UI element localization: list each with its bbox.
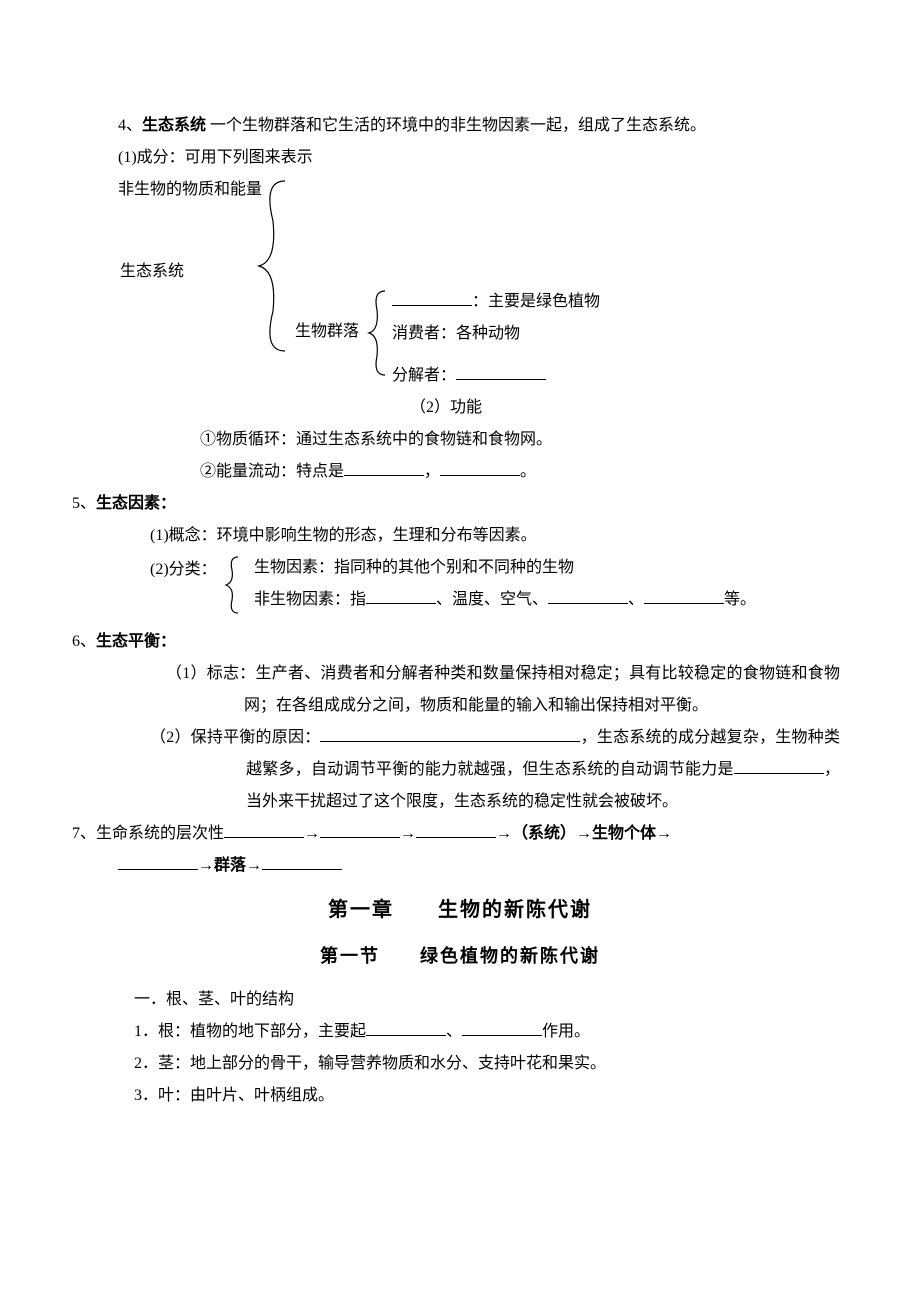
func-title: （2）功能 — [70, 392, 850, 424]
partA-l1: 1．根：植物的地下部分，主要起 、 作用。 — [70, 1016, 850, 1048]
title: 生态系统 — [142, 117, 206, 134]
section7: 7、生命系统的层次性→→→（系统）→生物个体→ — [70, 818, 850, 850]
biotic: 生物因素：指同种的其他个别和不同种的生物 — [254, 552, 574, 584]
decomposer: 分解者： — [392, 367, 456, 384]
brace-icon — [224, 554, 242, 616]
abiotic-row: 非生物因素：指 、温度、空气、 、 等。 — [254, 584, 756, 616]
end: 等。 — [724, 591, 756, 608]
sep: 、 — [446, 1023, 462, 1040]
blank — [344, 457, 424, 476]
num: 5、 — [72, 495, 96, 512]
blank — [118, 851, 198, 870]
mid: 、温度、空气、 — [436, 591, 548, 608]
section6-p2: （2）保持平衡的原因：，生态系统的成分越复杂，生物种类越繁多，自动调节平衡的能力… — [70, 722, 850, 818]
chapter-title: 第一章 生物的新陈代谢 — [70, 890, 850, 930]
arrow: → — [656, 825, 672, 842]
arrow: → — [400, 825, 416, 842]
section6-p1: （1）标志：生产者、消费者和分解者种类和数量保持相对稳定；具有比较稳定的食物链和… — [70, 658, 850, 722]
ind: 生物个体 — [592, 825, 656, 842]
num: 4、 — [118, 117, 142, 134]
end: 。 — [520, 463, 536, 480]
pre: （2）保持平衡的原因： — [150, 729, 320, 746]
classify-pre: (2)分类： — [150, 554, 217, 586]
blank — [734, 755, 824, 774]
blank — [440, 457, 520, 476]
num: 6、 — [72, 633, 96, 650]
arrow: → — [576, 825, 592, 842]
blank — [320, 723, 580, 742]
factor-diagram: (2)分类： 生物因素：指同种的其他个别和不同种的生物 非生物因素：指 、温度、空… — [70, 552, 850, 622]
biocomm: 生物群落 — [295, 316, 359, 348]
end: 作用。 — [542, 1023, 590, 1040]
func2: ②能量流动：特点是 ， 。 — [70, 456, 850, 488]
brace-large-icon — [255, 176, 295, 356]
consumer-row: 消费者：各种动物 — [392, 318, 520, 350]
title: 生态因素： — [96, 495, 176, 512]
blank — [224, 819, 304, 838]
blank — [462, 1017, 542, 1036]
section-title: 第一节 绿色植物的新陈代谢 — [70, 938, 850, 974]
blank — [366, 1017, 446, 1036]
arrow: → — [198, 857, 214, 874]
section6-heading: 6、生态平衡： — [70, 626, 850, 658]
decomposer-row: 分解者： — [70, 360, 850, 392]
def: 一个生物群落和它生活的环境中的非生物因素一起，组成了生态系统。 — [206, 117, 706, 134]
partA-l3: 3．叶：由叶片、叶柄组成。 — [70, 1080, 850, 1112]
arrow: → — [496, 825, 512, 842]
partA-l2: 2．茎：地上部分的骨干，输导营养物质和水分、支持叶花和果实。 — [70, 1048, 850, 1080]
blank — [262, 851, 342, 870]
pre: 1．根：植物的地下部分，主要起 — [134, 1023, 366, 1040]
arrow: → — [304, 825, 320, 842]
section7-line2: →群落→ — [70, 850, 850, 882]
brace-small-icon — [367, 288, 389, 378]
sys: （系统） — [512, 825, 576, 842]
blank — [320, 819, 400, 838]
section4-abiotic: 非生物的物质和能量 — [70, 174, 850, 206]
func1: ①物质循环：通过生态系统中的食物链和食物网。 — [70, 424, 850, 456]
blank — [456, 361, 546, 380]
blank — [416, 819, 496, 838]
producer-suffix: ：主要是绿色植物 — [472, 293, 600, 310]
arrow: → — [246, 857, 262, 874]
blank — [392, 287, 472, 306]
comm: 群落 — [214, 857, 246, 874]
p1-text: （1）标志：生产者、消费者和分解者种类和数量保持相对稳定；具有比较稳定的食物链和… — [166, 658, 840, 722]
sys-label: 生态系统 — [120, 256, 184, 288]
section4-line1: (1)成分：可用下列图来表示 — [70, 142, 850, 174]
partA-title: 一．根、茎、叶的结构 — [70, 984, 850, 1016]
blank — [644, 585, 724, 604]
section5-line1: (1)概念：环境中影响生物的形态，生理和分布等因素。 — [70, 520, 850, 552]
section4-heading: 4、生态系统 一个生物群落和它生活的环境中的非生物因素一起，组成了生态系统。 — [70, 110, 850, 142]
section5-heading: 5、生态因素： — [70, 488, 850, 520]
title: 生态平衡： — [96, 633, 176, 650]
sep: 、 — [628, 591, 644, 608]
pre: 7、生命系统的层次性 — [72, 825, 224, 842]
txt: ②能量流动：特点是 — [200, 463, 344, 480]
blank — [366, 585, 436, 604]
producer-row: ：主要是绿色植物 — [392, 286, 600, 318]
blank — [548, 585, 628, 604]
pre: 非生物因素：指 — [254, 591, 366, 608]
ecosystem-diagram: 生态系统 生物群落 ：主要是绿色植物 消费者：各种动物 — [70, 206, 850, 356]
sep: ， — [424, 463, 440, 480]
